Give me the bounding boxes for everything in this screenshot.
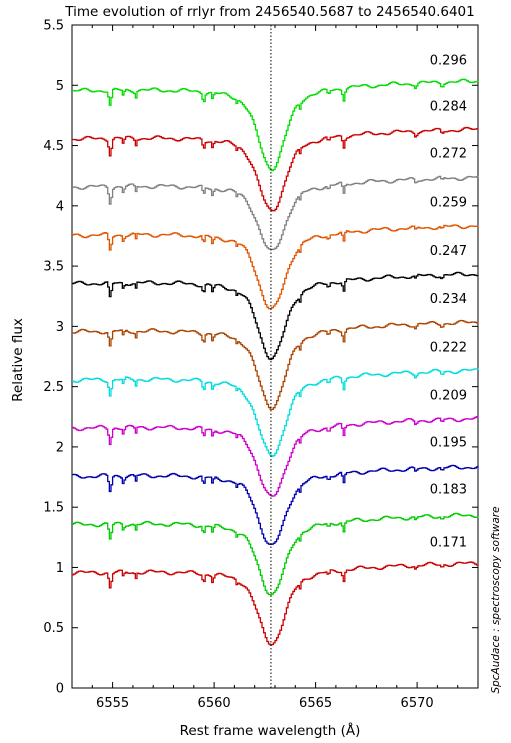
phase-labels: 0.171 0.183 0.195 0.209 0.222 0.234 0.247 0.259… [430, 53, 467, 550]
x-axis-title: Rest frame wavelength (Å) [180, 722, 361, 739]
spectrum-series-0_284 [72, 126, 479, 212]
phase-label: 0.296 [430, 53, 467, 68]
x-tick-label: 6560 [198, 696, 231, 711]
spectrum-series-0_259 [72, 224, 479, 310]
phase-label: 0.284 [430, 99, 467, 114]
phase-label: 0.209 [430, 389, 467, 404]
spectrum-series-0_247 [72, 271, 479, 361]
phase-label: 0.183 [430, 483, 467, 498]
chart-title: Time evolution of rrlyr from 2456540.568… [64, 4, 474, 20]
software-credit: SpcAudace : spectroscopy software [490, 506, 502, 693]
spectrum-series-0_183 [72, 512, 479, 596]
y-tick-label: 2.5 [43, 380, 64, 395]
y-tick-label: 5 [56, 79, 64, 94]
phase-label: 0.195 [430, 436, 467, 451]
x-axis: 6555 6560 6565 6570 [71, 25, 479, 711]
y-tick-label: 0.5 [43, 621, 64, 636]
y-tick-label: 0 [56, 682, 64, 697]
y-tick-label: 3.5 [43, 260, 64, 275]
y-tick-label: 1.5 [43, 501, 64, 516]
y-tick-label: 3 [56, 320, 64, 335]
y-tick-label: 1 [56, 561, 64, 576]
y-tick-label: 4.5 [43, 139, 64, 154]
phase-label: 0.171 [430, 536, 467, 551]
spectrum-series-0_222 [72, 368, 479, 457]
x-tick-label: 6555 [96, 696, 129, 711]
spectrum-series-0_171 [72, 561, 479, 646]
x-tick-label: 6570 [401, 696, 434, 711]
phase-label: 0.272 [430, 146, 467, 161]
x-tick-label: 6565 [299, 696, 332, 711]
y-axis: 0 0.5 1 1.5 2 2.5 3 3.5 4 4.5 5 5.5 [43, 19, 478, 697]
y-tick-label: 4 [56, 199, 64, 214]
phase-label: 0.259 [430, 196, 467, 211]
y-axis-title: Relative flux [10, 318, 26, 402]
spectrum-series-0_209 [72, 415, 479, 497]
spectrum-series-0_272 [72, 175, 479, 251]
series-layer [72, 78, 479, 646]
phase-label: 0.222 [430, 340, 467, 355]
phase-label: 0.234 [430, 292, 467, 307]
y-tick-label: 5.5 [43, 19, 64, 34]
spectrum-series-0_296 [72, 78, 479, 172]
y-tick-label: 2 [56, 440, 64, 455]
phase-label: 0.247 [430, 244, 467, 259]
spectrum-series-0_234 [72, 319, 479, 410]
spectrum-series-0_195 [72, 464, 479, 545]
